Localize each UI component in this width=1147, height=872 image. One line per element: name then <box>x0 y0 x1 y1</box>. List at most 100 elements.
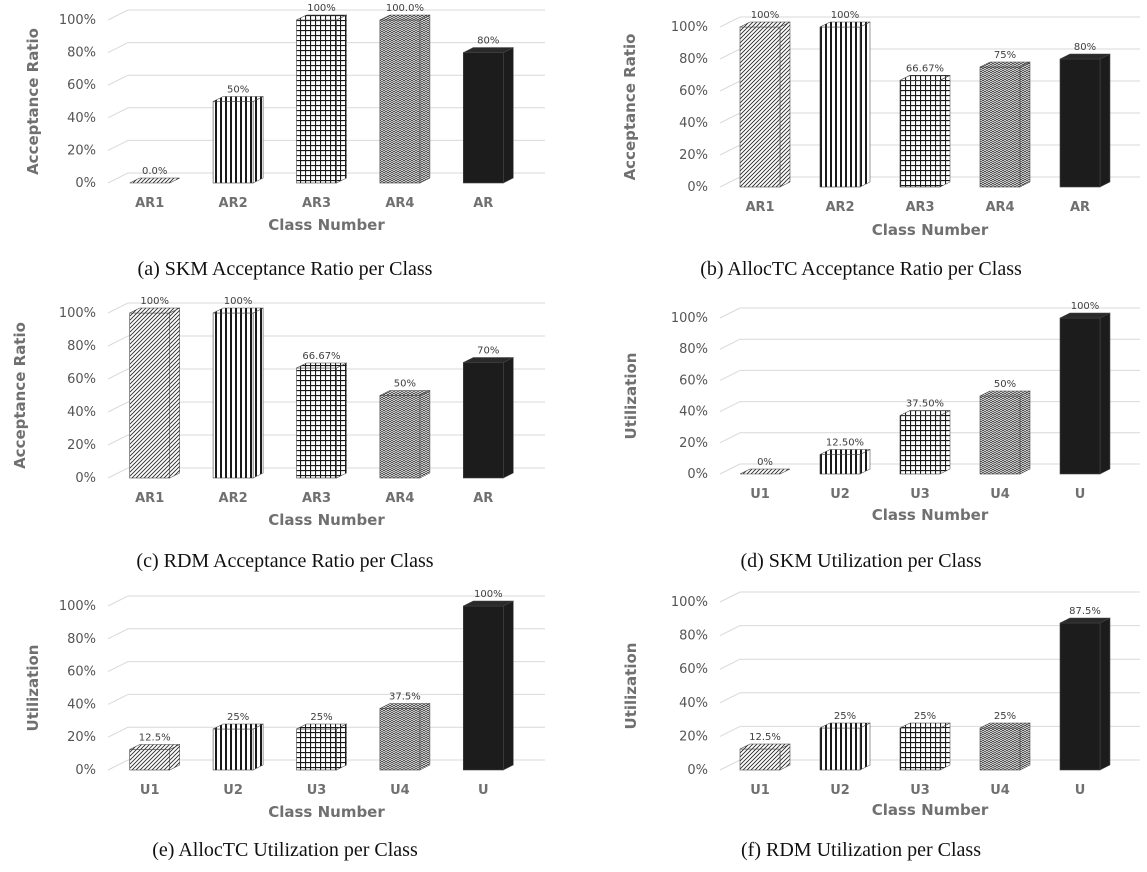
bar-front <box>296 19 337 184</box>
bar-top <box>1059 312 1111 319</box>
x-tick-label: U <box>1075 487 1086 502</box>
data-label: 50% <box>394 379 416 390</box>
y-tick-label: 40% <box>67 405 96 420</box>
caption-b: (b) AllocTC Acceptance Ratio per Class <box>700 258 1022 280</box>
y-tick-label: 0% <box>75 176 96 191</box>
bar-top <box>379 14 431 21</box>
bar-front <box>1059 58 1101 188</box>
gridline-diag <box>719 112 741 124</box>
bar-side <box>939 74 951 188</box>
y-tick-label: 60% <box>67 372 96 387</box>
chart-panel-d: 0% 20% 40% 60% 80% 100% 0% U1 12.50% U2 37.50% U3 50… <box>575 290 1147 582</box>
x-tick-label: U2 <box>223 783 243 798</box>
x-tick-label: AR2 <box>219 491 248 506</box>
chart-panel-a: 0% 20% 40% 60% 80% 100% 0.0% AR1 50% AR2 100% AR3 10… <box>0 0 570 290</box>
bar-side <box>169 307 180 479</box>
chart-panel-c: 0% 20% 40% 60% 80% 100% 100% AR1 100% AR2 66.67% AR… <box>0 290 570 582</box>
y-tick-label: 40% <box>67 111 96 126</box>
bar-u1 <box>739 468 791 475</box>
data-label: 25% <box>914 711 936 722</box>
gridline-diag <box>107 335 129 347</box>
data-label: 25% <box>834 711 856 722</box>
gridline-diag <box>107 139 129 151</box>
bar-top <box>212 96 264 102</box>
bar-front <box>379 395 421 479</box>
bar-front <box>979 727 1021 771</box>
bar-u3 <box>296 723 347 771</box>
x-tick-label: U1 <box>140 783 160 798</box>
bar-front <box>899 415 941 475</box>
bar-front <box>1059 317 1101 475</box>
x-tick-label: AR4 <box>385 491 414 506</box>
bar-top <box>296 362 347 369</box>
chart-a-svg: 0% 20% 40% 60% 80% 100% 0.0% AR1 50% AR2 100% AR3 10… <box>24 3 545 234</box>
gridline-diag <box>719 401 741 413</box>
data-label: 100% <box>307 3 336 14</box>
bar-front <box>739 748 781 771</box>
data-label: 100% <box>1071 301 1100 312</box>
x-axis-label: Class Number <box>268 216 385 234</box>
data-label: 37.50% <box>906 399 944 410</box>
bar-top <box>899 722 951 729</box>
gridline-diag <box>719 591 741 603</box>
bar-ar <box>462 47 514 184</box>
bar-front <box>1059 622 1101 771</box>
y-axis-label: Acceptance Ratio <box>621 34 639 181</box>
gridline-diag <box>107 368 129 380</box>
bar-side <box>336 14 347 184</box>
chart-f-svg: 0% 20% 40% 60% 80% 100% 12.5% U1 25% U2 25% U3 25% U4… <box>622 591 1140 819</box>
gridline-diag <box>107 661 129 673</box>
y-axis-label: Acceptance Ratio <box>11 322 29 469</box>
caption-a: (a) SKM Acceptance Ratio per Class <box>137 258 433 280</box>
data-label: 0.0% <box>142 166 167 177</box>
y-tick-label: 60% <box>67 78 96 93</box>
chart-b-svg: 0% 20% 40% 60% 80% 100% 100% AR1 100% AR2 66.67% AR… <box>621 10 1140 239</box>
bar-top <box>296 14 347 21</box>
x-tick-label: AR4 <box>985 200 1014 215</box>
bar-side <box>336 723 347 771</box>
x-tick-label: U2 <box>830 783 850 798</box>
bar-front <box>739 26 781 188</box>
bar-front <box>212 101 254 184</box>
data-label: 100% <box>751 10 780 21</box>
bar-ar1 <box>129 307 180 479</box>
data-label: 12.50% <box>826 438 864 449</box>
bar-u <box>1059 312 1111 475</box>
data-label: 25% <box>994 711 1016 722</box>
bar-ar2 <box>212 96 264 184</box>
bar-front <box>979 66 1021 188</box>
bar-front <box>379 19 421 184</box>
x-tick-label: AR1 <box>745 200 774 215</box>
bar-side <box>1099 53 1111 188</box>
gridline-diag <box>107 467 129 479</box>
bar-side <box>1019 61 1031 188</box>
data-label: 66.67% <box>906 63 944 74</box>
y-tick-label: 100% <box>671 20 708 35</box>
gridline-diag <box>719 625 741 637</box>
bar-front <box>296 728 337 771</box>
data-label: 80% <box>1074 42 1096 53</box>
bar-ar1 <box>129 177 180 184</box>
gridline-diag <box>107 107 129 119</box>
y-tick-label: 100% <box>671 595 708 610</box>
gridline-diag <box>107 759 129 771</box>
y-tick-label: 100% <box>671 311 708 326</box>
y-axis-label: Utilization <box>622 643 640 730</box>
bar-top <box>819 21 871 28</box>
y-tick-label: 0% <box>687 467 708 482</box>
bar-top <box>1059 53 1111 60</box>
bar-u3 <box>899 410 951 475</box>
caption-d: (d) SKM Utilization per Class <box>740 550 982 572</box>
bar-side <box>779 21 791 188</box>
gridline-diag <box>107 693 129 705</box>
data-label: 100% <box>224 296 253 307</box>
x-tick-label: U4 <box>990 487 1010 502</box>
y-tick-label: 20% <box>67 438 96 453</box>
bar-front <box>212 312 254 479</box>
bar-top <box>899 410 951 416</box>
bar-top <box>129 744 180 750</box>
data-label: 100% <box>831 10 860 21</box>
x-tick-label: AR3 <box>302 196 331 211</box>
bar-top <box>739 743 791 750</box>
y-tick-label: 0% <box>687 763 708 778</box>
